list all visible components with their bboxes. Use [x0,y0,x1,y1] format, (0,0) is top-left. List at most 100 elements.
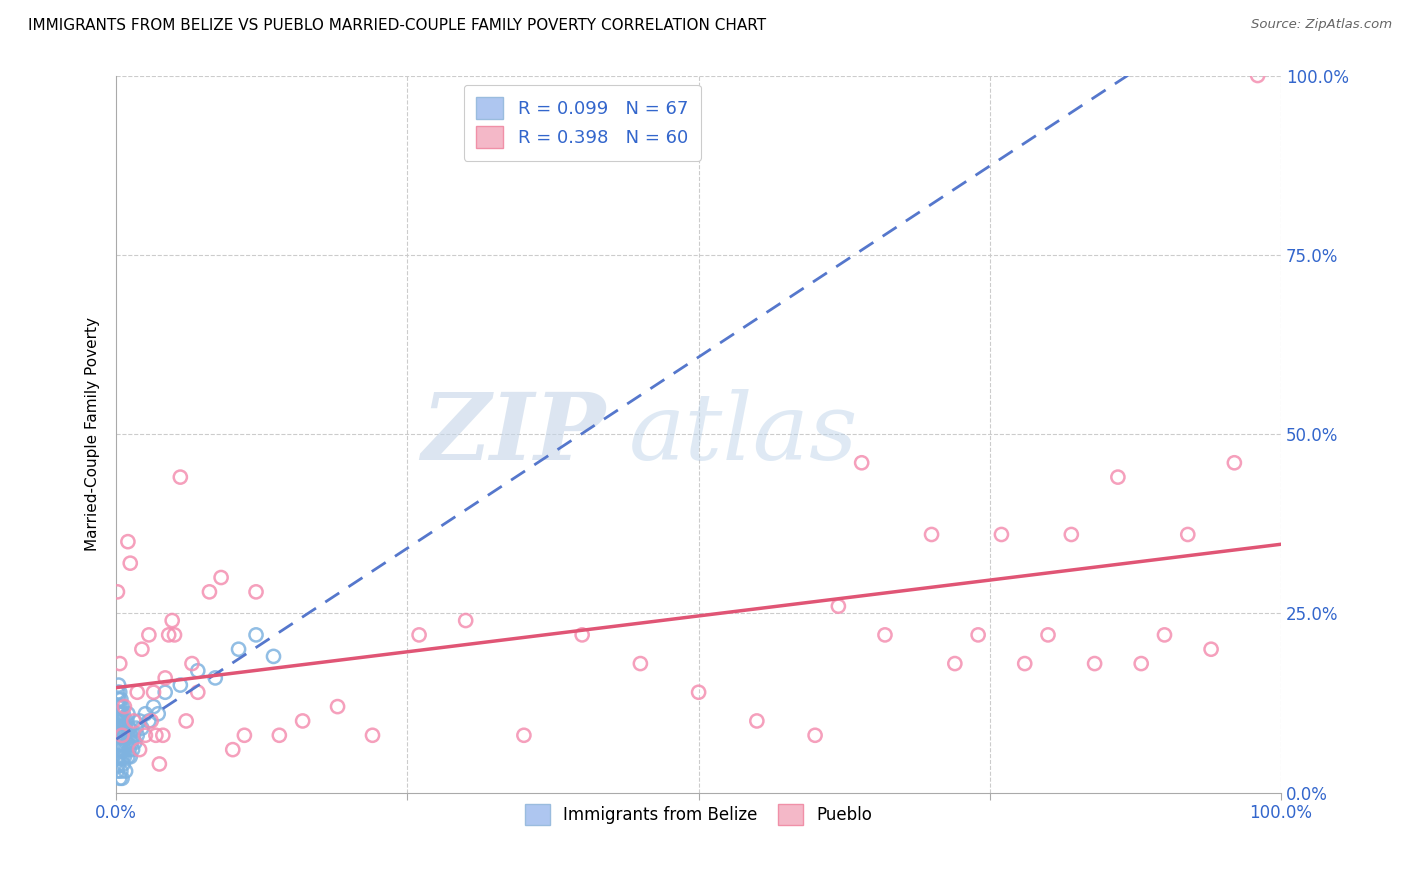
Point [110,692,132,706]
Point [107,714,129,728]
Point [245,628,267,642]
Point [122,728,145,742]
Point [209,570,232,584]
Point [513,728,536,742]
Point [804,728,827,742]
Point [117,706,139,721]
Point [108,657,131,671]
Point [827,599,849,614]
Point [1060,527,1083,541]
Point [1177,527,1199,541]
Point [1107,470,1129,484]
Point [291,714,314,728]
Point [111,714,134,728]
Point [851,456,873,470]
Point [131,642,153,657]
Point [122,714,145,728]
Point [107,749,129,764]
Point [120,735,142,749]
Point [228,642,250,657]
Point [107,756,129,771]
Text: atlas: atlas [628,389,858,479]
Point [112,714,135,728]
Point [108,749,131,764]
Point [111,772,134,786]
Point [148,756,170,771]
Point [153,685,176,699]
Point [110,706,132,721]
Point [112,699,135,714]
Point [111,749,134,764]
Point [118,721,141,735]
Point [1130,657,1153,671]
Point [204,671,226,685]
Point [108,714,131,728]
Point [148,706,170,721]
Point [326,699,349,714]
Point [153,671,176,685]
Point [138,628,160,642]
Point [1084,657,1107,671]
Point [131,721,153,735]
Point [112,706,135,721]
Point [107,721,129,735]
Point [1199,642,1222,657]
Point [120,728,142,742]
Point [108,699,131,714]
Point [269,728,291,742]
Point [108,685,131,699]
Point [107,685,129,699]
Text: ZIP: ZIP [422,389,606,479]
Point [1246,69,1268,83]
Point [107,678,129,692]
Point [114,721,136,735]
Point [1036,628,1059,642]
Point [115,714,138,728]
Point [125,721,148,735]
Point [1223,456,1246,470]
Point [745,714,768,728]
Point [111,728,134,742]
Point [107,585,129,599]
Point [160,614,183,628]
Point [967,628,990,642]
Point [121,742,143,756]
Point [107,728,129,742]
Text: Source: ZipAtlas.com: Source: ZipAtlas.com [1251,18,1392,31]
Point [107,735,129,749]
Point [263,649,285,664]
Point [107,764,129,779]
Point [408,628,430,642]
Point [169,678,191,692]
Point [142,685,165,699]
Point [187,685,209,699]
Point [174,714,197,728]
Point [943,657,966,671]
Point [117,728,139,742]
Point [118,742,141,756]
Point [1014,657,1036,671]
Point [628,657,651,671]
Point [110,742,132,756]
Point [134,706,156,721]
Point [181,657,204,671]
Point [115,735,138,749]
Point [571,628,593,642]
Point [107,692,129,706]
Point [128,742,150,756]
Point [112,721,135,735]
Point [107,699,129,714]
Point [163,628,186,642]
Point [120,556,142,570]
Y-axis label: Married-Couple Family Poverty: Married-Couple Family Poverty [86,317,100,551]
Point [134,728,156,742]
Point [187,664,209,678]
Legend: Immigrants from Belize, Pueblo: Immigrants from Belize, Pueblo [515,794,882,835]
Point [152,728,174,742]
Point [198,585,221,599]
Point [688,685,710,699]
Point [114,764,136,779]
Point [108,728,131,742]
Point [990,527,1012,541]
Point [117,749,139,764]
